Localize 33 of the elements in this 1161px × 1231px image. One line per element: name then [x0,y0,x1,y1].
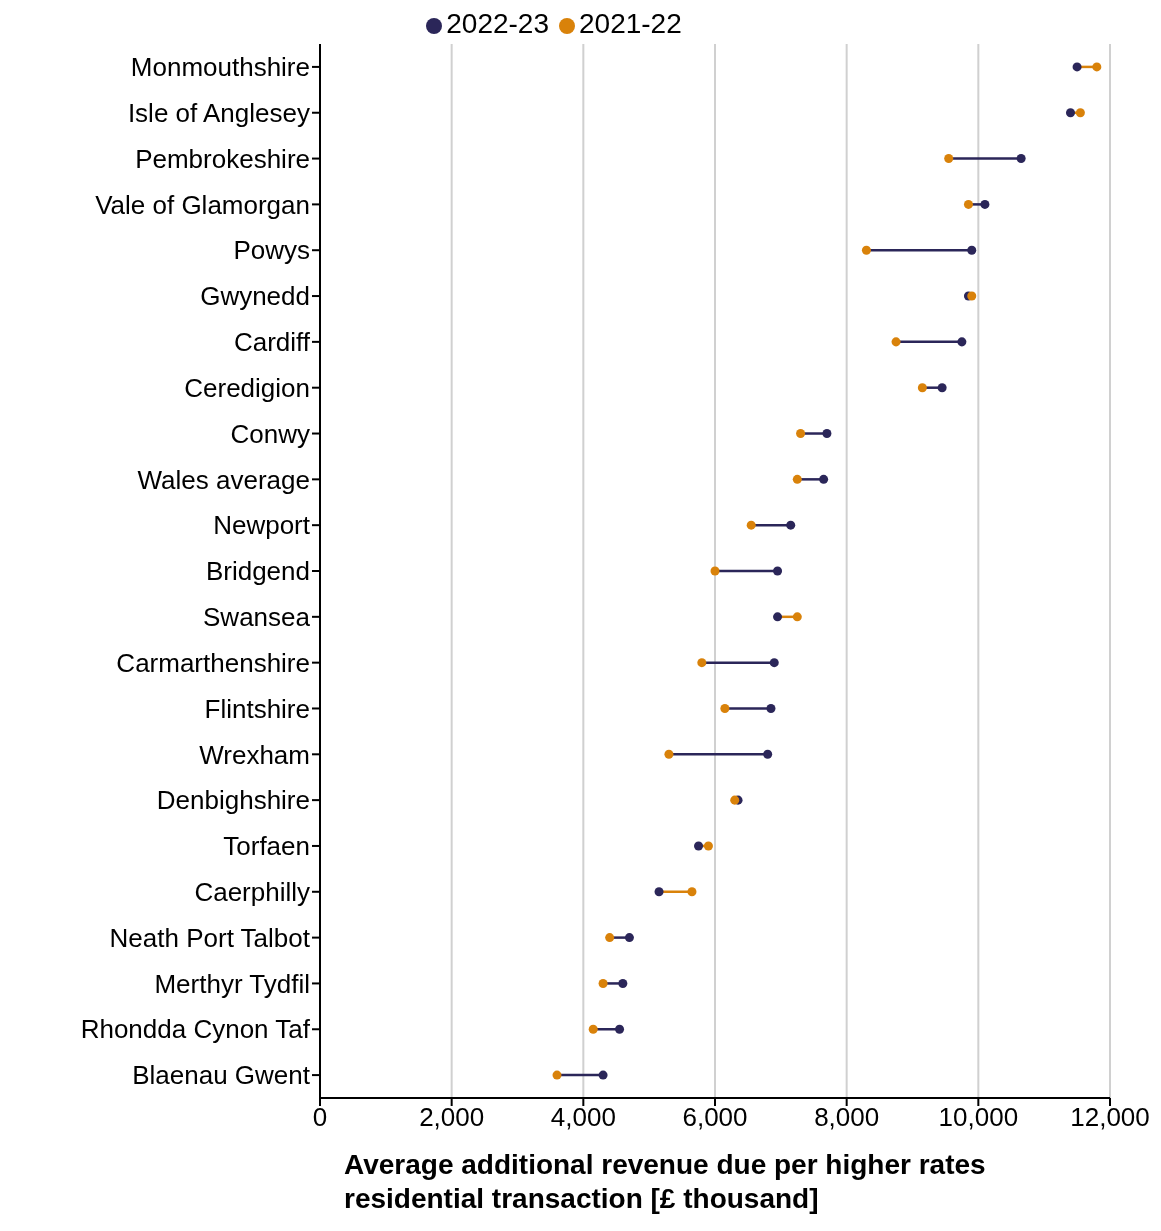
x-tick-label: 12,000 [1070,1102,1150,1133]
y-tick-label: Flintshire [204,693,310,724]
legend-label: 2022-23 [446,8,549,39]
y-tick-label: Bridgend [205,556,310,587]
x-tick-label: 2,000 [419,1102,485,1133]
y-tick-label: Torfaen [223,831,310,862]
y-tick-label: Powys [233,235,310,266]
y-tick-label: Merthyr Tydfil [154,968,310,999]
y-tick-label: Pembrokeshire [135,143,310,174]
y-tick-label: Wrexham [199,739,310,770]
x-tick-label: 0 [312,1102,328,1133]
y-tick-label: Swansea [203,602,311,633]
x-tick-label: 8,000 [814,1102,880,1133]
y-tick-label: Caerphilly [194,877,310,908]
y-tick-label: Monmouthshire [130,52,310,83]
x-axis-title: Average additional revenue due per higher rates residential transaction [£ thousand] [344,1148,987,1216]
y-tick-label: Wales average [137,464,310,495]
y-tick-label: Rhondda Cynon Taf [80,1014,311,1045]
y-tick-label: Gwynedd [200,281,310,312]
y-tick-label: Isle of Anglesey [127,97,310,128]
y-tick-label: Cardiff [233,327,311,358]
y-tick-label: Vale of Glamorgan [95,189,310,220]
y-tick-label: Conwy [230,418,310,449]
legend-label: 2021-22 [579,8,682,39]
y-tick-label: Carmarthenshire [116,647,310,678]
x-tick-label: 4,000 [550,1102,616,1133]
y-tick-label: Neath Port Talbot [109,922,311,953]
x-tick-label: 10,000 [938,1102,1019,1133]
y-tick-label: Ceredigion [184,372,310,403]
y-tick-label: Newport [213,510,311,541]
y-tick-label: Denbighshire [156,785,310,816]
y-tick-label: Blaenau Gwent [132,1060,311,1091]
x-tick-label: 6,000 [682,1102,748,1133]
